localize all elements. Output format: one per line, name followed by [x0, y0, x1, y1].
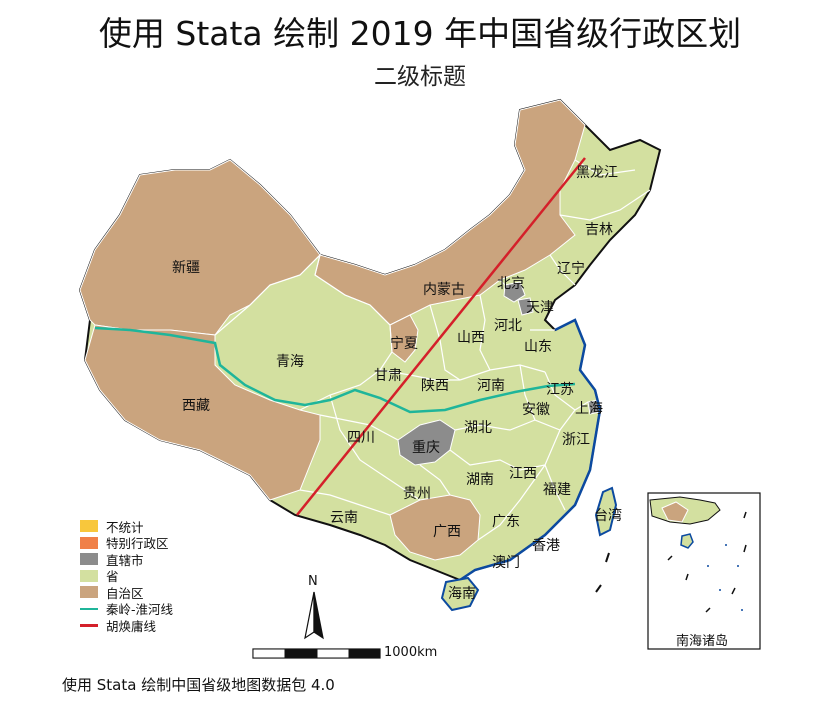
legend-line-hu [80, 619, 98, 631]
legend-item: 自治区 [80, 584, 173, 601]
map-legend: 不统计 特别行政区 直辖市 省 自治区 秦岭-淮河线 胡焕庸线 [80, 518, 173, 634]
label-jilin: 吉林 [585, 222, 613, 238]
legend-label: 不统计 [106, 519, 144, 535]
label-beijing: 北京 [497, 276, 525, 292]
region-tianjin [517, 297, 534, 316]
legend-swatch-none [80, 520, 98, 533]
label-zhejiang: 浙江 [562, 432, 590, 448]
label-hunan: 湖南 [466, 472, 494, 488]
label-fujian: 福建 [543, 482, 571, 498]
label-gansu: 甘肃 [374, 368, 402, 384]
inset-label: 南海诸岛 [676, 634, 729, 649]
nine-dash-line [595, 552, 610, 593]
label-hainan: 海南 [448, 586, 476, 602]
label-chongqing: 重庆 [412, 440, 440, 456]
label-shanghai: 上海 [575, 401, 603, 417]
province-borders [214, 159, 651, 541]
label-sichuan: 四川 [347, 430, 375, 446]
label-guangxi: 广西 [433, 524, 461, 540]
region-taiwan [594, 486, 618, 537]
south-china-sea-inset [647, 492, 761, 650]
province-labels: 新疆 西藏 青海 甘肃 内蒙古 宁夏 陕西 山西 河北 北京 天津 辽宁 吉林 … [172, 165, 622, 602]
label-hubei: 湖北 [464, 420, 492, 436]
label-shandong: 山东 [524, 339, 552, 355]
label-anhui: 安徽 [522, 402, 550, 418]
label-guizhou: 贵州 [403, 486, 431, 502]
label-henan: 河南 [477, 378, 505, 394]
scale-bar-label: 1000km [384, 645, 438, 660]
label-liaoning: 辽宁 [557, 260, 585, 277]
legend-label: 直辖市 [106, 552, 144, 568]
label-qinghai: 青海 [276, 354, 304, 370]
legend-item: 特别行政区 [80, 535, 173, 552]
legend-label: 自治区 [106, 585, 144, 601]
legend-label: 秦岭-淮河线 [106, 602, 174, 618]
legend-item: 直辖市 [80, 551, 173, 568]
legend-swatch-municipality [80, 553, 98, 566]
label-ningxia: 宁夏 [390, 335, 418, 352]
legend-label: 省 [106, 569, 119, 585]
legend-label: 胡焕庸线 [106, 618, 157, 634]
legend-item: 秦岭-淮河线 [80, 601, 174, 618]
label-hebei: 河北 [494, 318, 522, 334]
label-yunnan: 云南 [330, 510, 358, 526]
legend-line-qinling [80, 603, 98, 615]
label-neimenggu: 内蒙古 [423, 282, 465, 298]
label-xianggang: 香港 [532, 538, 560, 554]
north-arrow-icon [304, 591, 324, 640]
label-heilongjiang: 黑龙江 [576, 165, 618, 181]
legend-item: 胡焕庸线 [80, 617, 173, 634]
scale-bar [252, 648, 381, 659]
label-jiangxi: 江西 [509, 466, 537, 482]
region-beijing [503, 281, 526, 303]
footnote: 使用 Stata 绘制中国省级地图数据包 4.0 [62, 676, 335, 694]
qinling-huaihe-line [94, 326, 576, 414]
region-xinjiang [79, 159, 321, 336]
label-guangdong: 广东 [492, 514, 520, 530]
legend-swatch-province [80, 569, 98, 582]
label-taiwan: 台湾 [594, 507, 622, 524]
legend-label: 特别行政区 [106, 536, 169, 552]
legend-swatch-autonomous [80, 586, 98, 599]
north-arrow-label: N [308, 574, 318, 589]
map-title: 使用 Stata 绘制 2019 年中国省级行政区划 [98, 14, 742, 53]
coastline [459, 318, 602, 582]
map-subtitle: 二级标题 [374, 64, 466, 90]
hu-huanyong-line [296, 157, 586, 516]
region-hainan [440, 576, 480, 612]
legend-item: 不统计 [80, 518, 173, 535]
legend-item: 省 [80, 568, 173, 585]
label-xinjiang: 新疆 [172, 260, 200, 276]
label-tianjin: 天津 [526, 300, 554, 316]
label-shanxi: 山西 [457, 330, 485, 346]
label-xizang: 西藏 [182, 398, 210, 414]
label-jiangsu: 江苏 [546, 382, 574, 398]
legend-swatch-sar [80, 536, 98, 549]
label-aomen: 澳门 [492, 555, 520, 571]
label-shaanxi: 陕西 [421, 378, 449, 394]
